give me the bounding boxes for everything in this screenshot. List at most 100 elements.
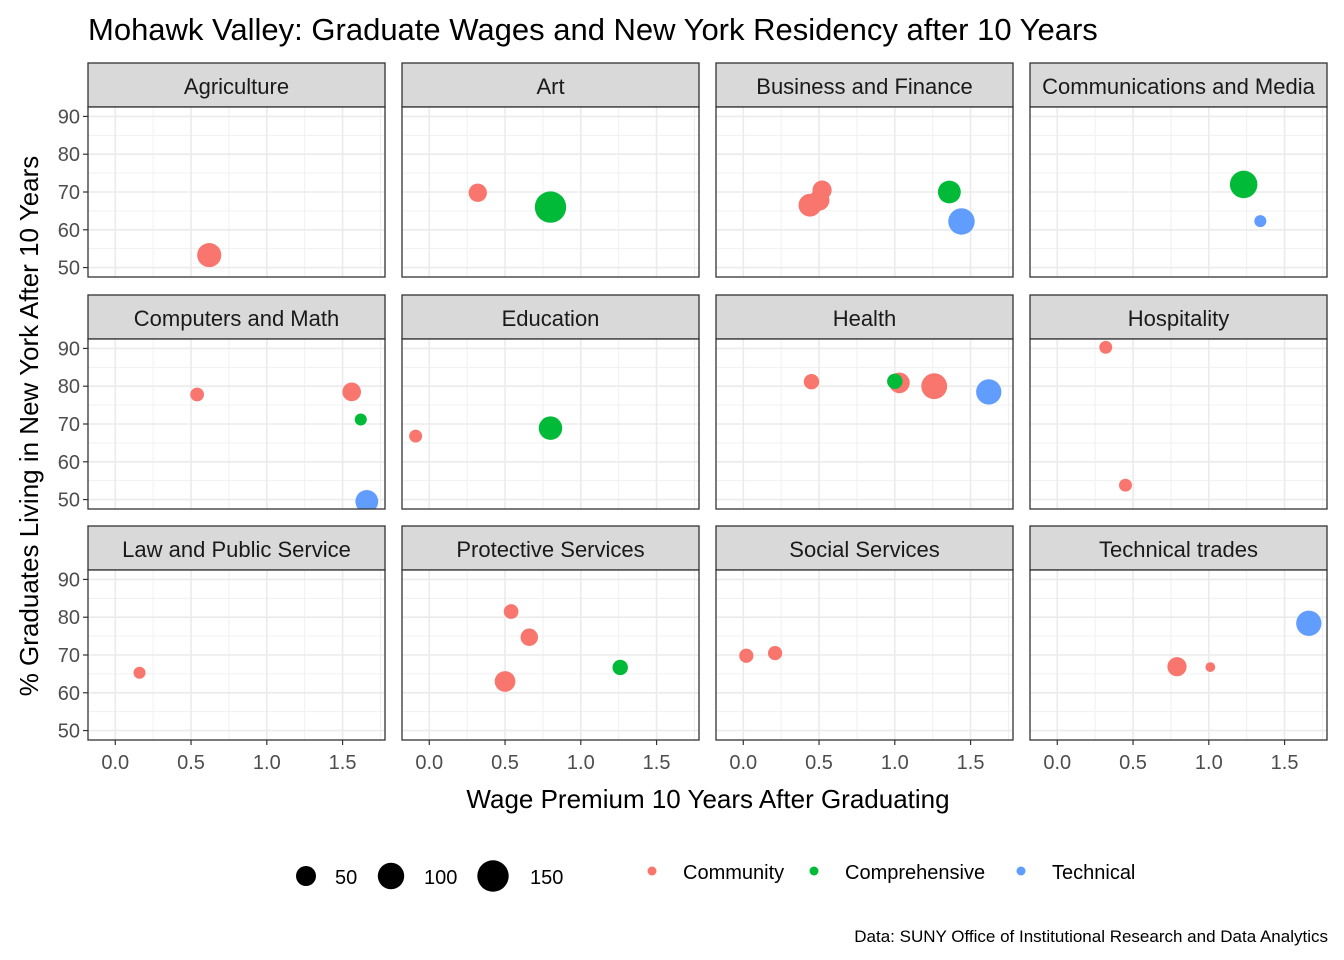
data-point (812, 180, 832, 200)
facet-strip (715, 294, 1014, 340)
facet-strip-label: Communications and Media (1042, 74, 1315, 99)
x-tick-label: 1.0 (1195, 752, 1223, 774)
facet-panel: Law and Public Service (87, 525, 386, 741)
y-tick-label: 60 (58, 683, 80, 705)
panel-points (494, 604, 628, 692)
facet-strip-label: Protective Services (456, 537, 644, 562)
data-point (503, 604, 519, 619)
x-axis-title: Wage Premium 10 Years After Graduating (466, 784, 949, 814)
data-point (948, 208, 975, 235)
facet-strip (401, 294, 700, 340)
facet-panels: Agriculture Art Business and Finance Commun… (87, 62, 1328, 741)
facet-strip-label: Health (833, 306, 897, 331)
x-tick-label: 1.5 (1271, 752, 1299, 774)
data-point (1254, 215, 1267, 228)
facet-panel: Art (401, 62, 700, 278)
color-legend-label: Comprehensive (845, 862, 985, 884)
facet-panel: Education (401, 294, 700, 510)
color-legend-label: Technical (1052, 862, 1135, 884)
facet-panel: Protective Services (401, 525, 700, 741)
facet-strip (87, 294, 386, 340)
x-tick-label: 0.5 (805, 752, 833, 774)
y-tick-label: 80 (58, 607, 80, 629)
size-legend-label: 50 (335, 867, 357, 889)
data-point (612, 659, 628, 676)
facet-strip-label: Law and Public Service (122, 537, 351, 562)
facet-strip (1029, 525, 1328, 571)
facet-strip-label: Agriculture (184, 74, 289, 99)
x-tick-label: 0.0 (1043, 752, 1071, 774)
data-point (1118, 478, 1132, 492)
chart-title: Mohawk Valley: Graduate Wages and New Yo… (88, 12, 1098, 47)
y-tick-label: 90 (58, 338, 80, 360)
panel-border (715, 338, 1014, 510)
x-tick-label: 1.5 (643, 752, 671, 774)
panel-border (401, 106, 700, 278)
data-point (354, 413, 367, 426)
y-tick-label: 60 (58, 220, 80, 242)
facet-panel: Business and Finance (715, 62, 1014, 278)
x-tick-label: 0.5 (177, 752, 205, 774)
facet-strip (401, 62, 700, 108)
x-tick-label: 0.0 (101, 752, 129, 774)
y-tick-label: 50 (58, 490, 80, 512)
data-point (803, 373, 820, 390)
y-tick-label: 90 (58, 106, 80, 128)
y-tick-label: 90 (58, 569, 80, 591)
facet-panel: Computers and Math (87, 294, 386, 510)
x-tick-label: 1.5 (957, 752, 985, 774)
y-tick-label: 70 (58, 645, 80, 667)
data-point (921, 373, 948, 400)
axes: 50 60 70 80 90 50 60 70 80 90 50 60 70 80 90 0.0 0.5 1.0 1… (58, 106, 1299, 774)
data-point (1296, 610, 1322, 636)
y-tick-label: 50 (58, 721, 80, 743)
facet-strip (87, 525, 386, 571)
x-tick-label: 1.0 (253, 752, 281, 774)
data-point (342, 382, 362, 402)
x-tick-label: 1.0 (567, 752, 595, 774)
facet-panel: Hospitality (1029, 294, 1328, 510)
facet-strip-label: Art (536, 74, 564, 99)
size-legend-label: 100 (424, 867, 457, 889)
x-tick-label: 1.0 (881, 752, 909, 774)
chart-caption: Data: SUNY Office of Institutional Resea… (854, 927, 1328, 946)
size-legend-key (377, 862, 405, 890)
color-legend-key (1016, 866, 1026, 876)
color-legend-label: Community (683, 862, 784, 884)
color-legend-key (809, 866, 819, 876)
data-point (355, 490, 379, 509)
panel-border (715, 569, 1014, 741)
panel-border (1029, 106, 1328, 278)
facet-panel: Technical trades (1029, 525, 1328, 741)
size-legend-key (296, 866, 316, 886)
data-point (937, 180, 961, 204)
panel-border (401, 569, 700, 741)
x-tick-label: 0.5 (1119, 752, 1147, 774)
facet-strip-label: Hospitality (1128, 306, 1229, 331)
panel-points (1229, 170, 1267, 228)
facet-strip-label: Education (502, 306, 600, 331)
panel-points (739, 645, 783, 663)
panel-points (803, 372, 1002, 405)
y-tick-label: 80 (58, 144, 80, 166)
panel-border (1029, 569, 1328, 741)
y-tick-label: 70 (58, 182, 80, 204)
panel-points (798, 180, 975, 235)
size-legend-label: 150 (530, 867, 563, 889)
data-point (494, 671, 516, 692)
data-point (468, 183, 487, 202)
facet-strip-label: Business and Finance (756, 74, 972, 99)
data-point (739, 648, 754, 663)
data-point (1229, 170, 1258, 199)
facet-panel: Communications and Media (1029, 62, 1328, 278)
panel-points (190, 382, 379, 509)
data-point (976, 379, 1002, 405)
legend: 50 100 150 Community Comprehensive Technical (296, 860, 1135, 892)
panel-border (715, 106, 1014, 278)
panel-border (1029, 338, 1328, 510)
y-tick-label: 80 (58, 376, 80, 398)
facet-strip-label: Social Services (789, 537, 939, 562)
data-point (197, 243, 222, 268)
x-tick-label: 0.0 (415, 752, 443, 774)
